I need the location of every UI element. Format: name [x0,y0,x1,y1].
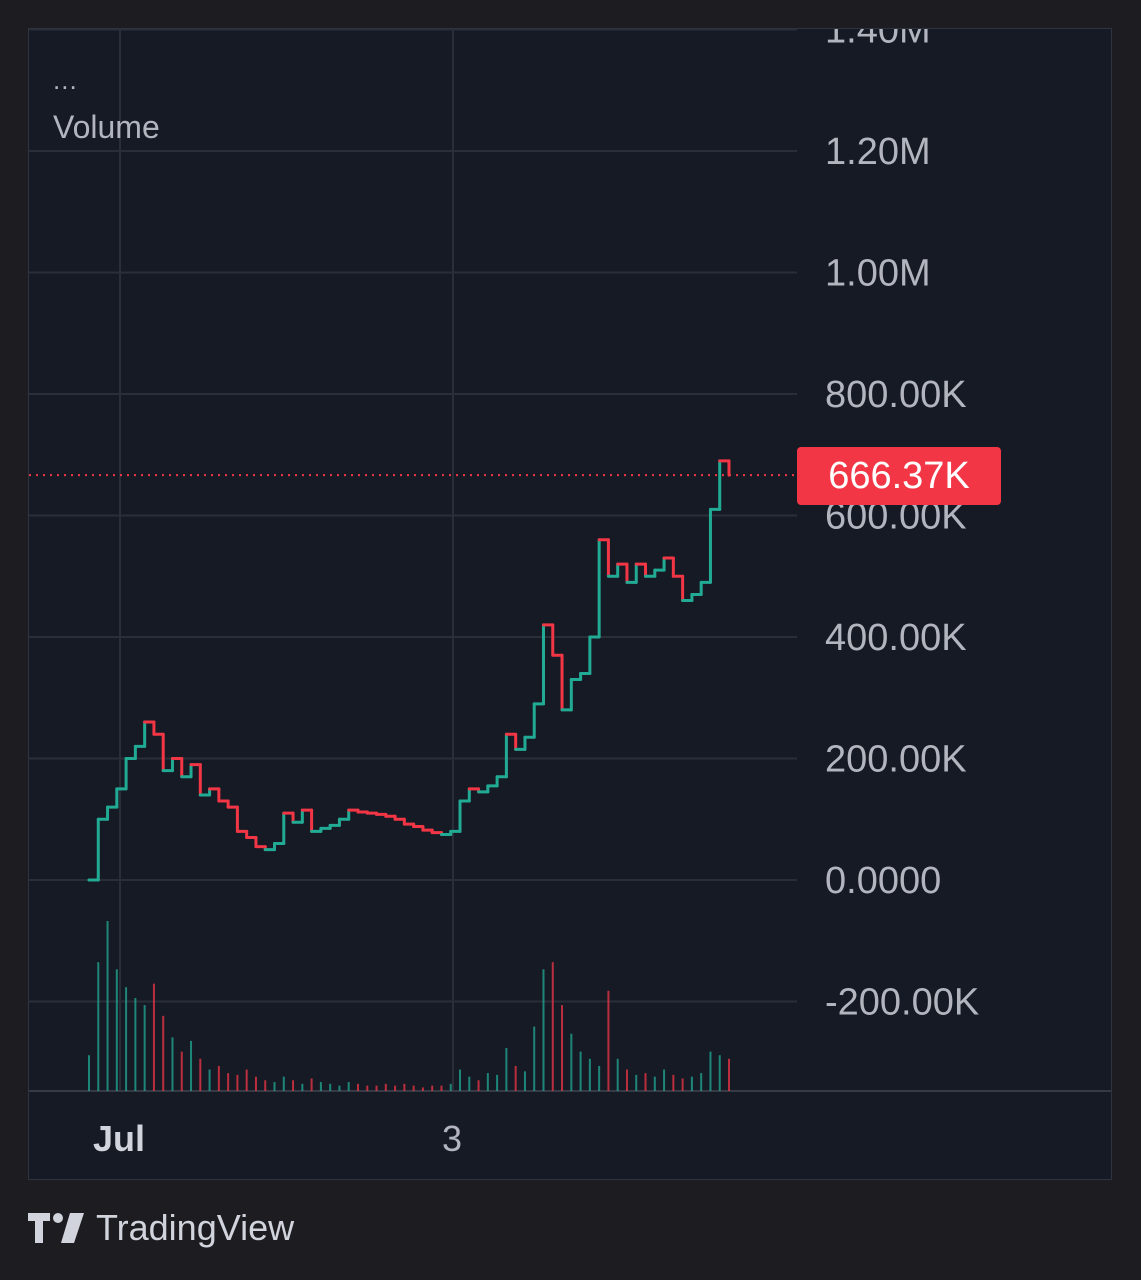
volume-bar [421,1087,424,1091]
volume-bar [728,1058,730,1091]
y-tick-label: 200.00K [825,739,967,781]
y-tick-label: -200.00K [825,982,979,1024]
last-price-tag: 666.37K [797,447,1001,505]
volume-bar [625,1069,628,1091]
volume-bar [616,1058,619,1091]
y-tick-label: 400.00K [825,617,967,659]
price-chart[interactable]: 1.40M1.20M1.00M800.00K600.00K400.00K200.… [29,29,1112,1180]
volume-bar [542,969,545,1091]
volume-bar [375,1085,378,1091]
volume-bar [412,1085,415,1091]
legend-menu-icon[interactable]: ... [53,65,78,95]
volume-bar [459,1069,462,1091]
volume-bar [663,1069,666,1091]
volume-bar [227,1073,230,1091]
volume-bar [273,1082,276,1091]
volume-bar [88,1055,90,1091]
volume-bar [607,990,610,1091]
volume-bar [282,1076,285,1091]
volume-bar [514,1065,517,1091]
volume-label: Volume [53,109,160,145]
volume-bar [134,997,137,1091]
volume-bar [477,1080,480,1091]
volume-bar [468,1076,471,1091]
volume-bar [570,1033,573,1091]
volume-bar [523,1071,526,1091]
volume-bar [690,1076,693,1091]
volume-bar [681,1078,684,1091]
volume-bar [190,1040,193,1091]
volume-bar [301,1083,304,1091]
volume-bar [561,1005,564,1091]
brand-name[interactable]: TradingView [96,1207,295,1248]
volume-bar [319,1082,322,1091]
volume-bar [264,1080,267,1091]
volume-bar [171,1037,174,1091]
footer: TradingView [28,1206,294,1250]
volume-bar [644,1073,647,1091]
volume-bar [403,1083,406,1091]
y-tick-label: 0.0000 [825,860,941,902]
volume-bar [449,1083,452,1091]
volume-bar [356,1083,359,1091]
volume-bar [700,1073,703,1091]
volume-bar [440,1085,443,1091]
volume-bar [496,1074,499,1091]
x-tick-label: 3 [442,1118,462,1159]
y-tick-label: 1.40M [825,29,931,52]
x-tick-label: Jul [93,1118,145,1159]
volume-bar [505,1048,508,1091]
volume-bar [292,1080,295,1091]
volume-bar [347,1082,350,1091]
volume-bar [152,983,155,1091]
volume-bar [106,921,109,1091]
indicator-legend[interactable]: ... Volume [53,65,160,145]
volume-bar [384,1083,387,1091]
volume-bar [718,1055,721,1091]
volume-bar [366,1085,369,1091]
volume-bar [588,1058,591,1091]
volume-bar [245,1069,248,1091]
volume-bar [115,969,118,1091]
volume-bar [653,1076,656,1091]
volume-bar [329,1083,332,1091]
volume-bar [579,1051,582,1091]
volume-bar [672,1074,675,1091]
volume-bar [125,987,128,1091]
volume-bar [97,962,100,1091]
chart-panel[interactable]: 1.40M 1.20M 1.00M 800.00K 600.00K 400.00K 200.… [28,28,1112,1180]
volume-bar [310,1078,313,1091]
volume-bar [598,1065,601,1091]
volume-bar [180,1051,183,1091]
volume-bar [533,1026,536,1091]
y-tick-label: 800.00K [825,374,967,416]
y-tick-label: 1.00M [825,253,931,295]
volume-bar [254,1076,257,1091]
volume-bar [236,1074,239,1091]
volume-bar [486,1073,489,1091]
volume-bar [162,1015,165,1091]
volume-bar [394,1085,397,1091]
volume-bar [551,962,554,1091]
volume-bar [208,1069,211,1091]
volume-bar [199,1058,202,1091]
volume-bar [143,1005,146,1091]
y-tick-label: 1.20M [825,131,931,173]
volume-bar [338,1085,341,1091]
volume-bar [709,1051,712,1091]
tradingview-logo-icon[interactable] [28,1213,84,1243]
volume-bar [217,1065,220,1091]
volume-bar [635,1074,638,1091]
volume-bar [431,1085,434,1091]
